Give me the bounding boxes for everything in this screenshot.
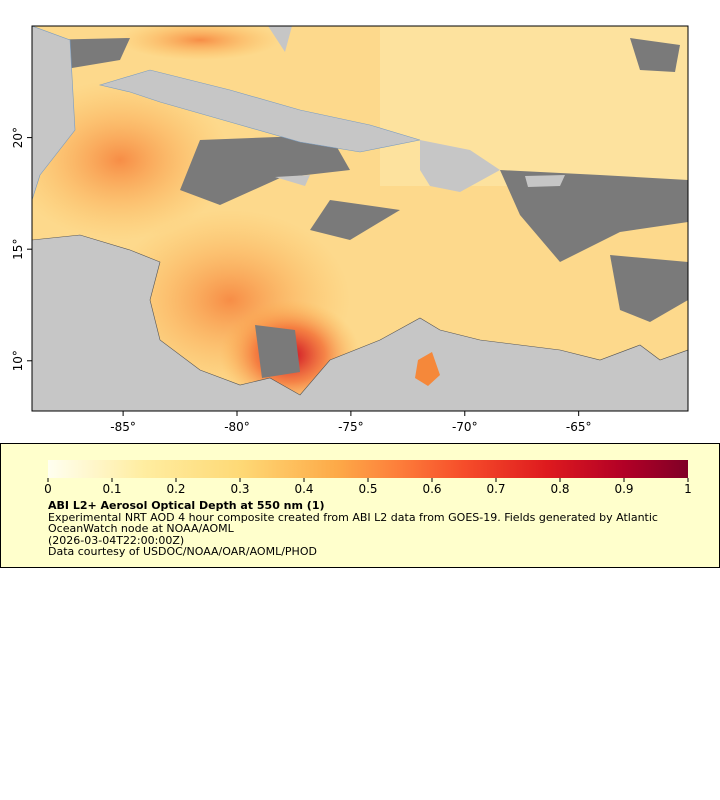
colorbar-tick-label: 0 bbox=[44, 482, 52, 496]
x-tick-label: -85° bbox=[110, 420, 136, 434]
map-image bbox=[32, 26, 688, 411]
legend-text: ABI L2+ Aerosol Optical Depth at 550 nm … bbox=[48, 500, 688, 558]
legend-credit: Data courtesy of USDOC/NOAA/OAR/AOML/PHO… bbox=[48, 545, 317, 558]
colorbar-tick-label: 0.8 bbox=[550, 482, 569, 496]
colorbar-tick-label: 0.3 bbox=[230, 482, 249, 496]
legend-title: ABI L2+ Aerosol Optical Depth at 550 nm … bbox=[48, 499, 325, 512]
x-tick-label: -70° bbox=[452, 420, 478, 434]
colorbar-tick-label: 0.6 bbox=[422, 482, 441, 496]
colorbar-tick-label: 0.2 bbox=[166, 482, 185, 496]
x-tick-label: -75° bbox=[338, 420, 364, 434]
legend-time: (2026-03-04T22:00:00Z) bbox=[48, 533, 185, 547]
y-tick-label: 15° bbox=[11, 239, 25, 260]
colorbar bbox=[48, 460, 688, 478]
legend-description: Experimental NRT AOD 4 hour composite cr… bbox=[48, 510, 658, 535]
x-tick-label: -65° bbox=[566, 420, 592, 434]
colorbar-tick-label: 0.1 bbox=[102, 482, 121, 496]
colorbar-tick-label: 1 bbox=[684, 482, 692, 496]
map-frame bbox=[31, 25, 689, 412]
x-tick-label: -80° bbox=[224, 420, 250, 434]
colorbar-tick-label: 0.7 bbox=[486, 482, 505, 496]
colorbar-tick-label: 0.5 bbox=[358, 482, 377, 496]
y-tick-label: 10° bbox=[11, 350, 25, 371]
colorbar-tick-label: 0.9 bbox=[614, 482, 633, 496]
y-tick-label: 20° bbox=[11, 127, 25, 148]
colorbar-tick-label: 0.4 bbox=[294, 482, 313, 496]
